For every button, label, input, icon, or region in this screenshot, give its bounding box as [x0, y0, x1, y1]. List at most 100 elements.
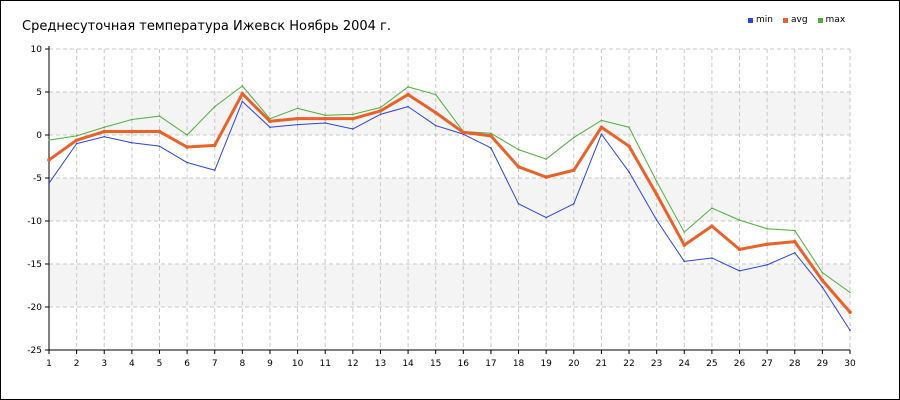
x-tick-label: 27 [761, 359, 772, 369]
data-point-max [407, 86, 409, 88]
legend-swatch-min [748, 17, 753, 23]
data-point-max [766, 227, 768, 230]
data-point-avg [737, 247, 742, 252]
data-point-avg [489, 134, 493, 138]
legend-label-avg: avg [790, 15, 808, 25]
data-point-min [545, 216, 547, 219]
y-tick-label: -25 [27, 346, 42, 356]
y-tick-label: 5 [36, 88, 42, 98]
data-point-avg [406, 92, 410, 97]
data-point-min [103, 135, 106, 138]
data-point-max [379, 106, 382, 109]
data-point-min [793, 252, 796, 254]
legend-item-max: max [817, 15, 846, 25]
data-point-max [434, 93, 437, 96]
y-tick-label: -10 [27, 217, 42, 227]
data-point-min [407, 105, 409, 108]
data-point-min [213, 169, 216, 172]
data-point-min [158, 145, 161, 147]
data-point-avg [516, 165, 521, 169]
data-point-min [48, 182, 50, 184]
x-tick-label: 14 [402, 359, 414, 369]
x-tick-label: 7 [212, 359, 218, 369]
y-tick-label: 0 [36, 131, 42, 141]
data-point-max [572, 136, 575, 139]
data-point-min [655, 219, 658, 221]
data-point-max [628, 126, 630, 129]
data-point-max [158, 115, 161, 117]
x-tick-label: 28 [789, 359, 801, 369]
chart-legend: min avg max [748, 15, 845, 25]
data-point-min [434, 124, 437, 127]
x-tick-label: 20 [568, 359, 580, 369]
x-tick-label: 26 [734, 359, 746, 369]
data-point-avg [599, 125, 604, 130]
data-point-max [48, 139, 50, 141]
x-tick-label: 21 [596, 359, 607, 369]
y-tick-label: -20 [27, 303, 42, 313]
data-point-max [324, 114, 327, 117]
x-tick-label: 18 [513, 359, 525, 369]
data-point-max [241, 85, 244, 87]
data-point-avg [130, 129, 134, 134]
legend-swatch-avg [782, 17, 788, 23]
data-point-avg [792, 239, 797, 244]
data-point-avg [627, 144, 631, 148]
x-tick-label: 22 [623, 359, 634, 369]
data-point-max [490, 132, 492, 135]
series-line-min [48, 100, 851, 331]
data-point-max [793, 229, 796, 232]
data-point-avg [378, 109, 383, 113]
data-point-min [269, 126, 271, 129]
data-point-max [821, 271, 824, 274]
x-tick-label: 30 [844, 359, 856, 369]
data-point-avg [240, 91, 245, 96]
data-point-avg [433, 110, 438, 115]
data-point-min [490, 147, 492, 149]
chart-title: Среднесуточная температура Ижевск Ноябрь… [22, 19, 392, 34]
data-point-max [103, 126, 106, 129]
data-point-avg [654, 192, 659, 197]
data-point-min [324, 122, 327, 124]
legend-label-max: max [825, 15, 846, 25]
data-point-avg [268, 119, 272, 124]
x-tick-label: 12 [347, 359, 358, 369]
data-point-avg [157, 129, 162, 134]
data-point-max [655, 180, 658, 183]
x-tick-label: 19 [540, 359, 552, 369]
data-point-max [213, 105, 216, 108]
data-point-avg [74, 138, 79, 142]
data-point-max [75, 135, 78, 137]
data-point-avg [185, 145, 189, 149]
data-point-min [600, 133, 603, 135]
y-tick-label: -5 [33, 174, 42, 184]
data-point-min [131, 141, 133, 144]
data-point-min [628, 171, 630, 173]
data-point-avg [295, 116, 300, 121]
data-point-min [849, 329, 851, 332]
x-tick-label: 5 [157, 359, 163, 369]
x-tick-label: 9 [267, 359, 273, 369]
grid-band [49, 178, 850, 221]
data-point-max [352, 113, 354, 116]
y-tick-label: 10 [31, 45, 43, 55]
data-point-avg [765, 242, 769, 247]
data-point-avg [351, 116, 355, 121]
data-point-min [711, 257, 713, 259]
data-point-avg [710, 224, 714, 228]
data-point-max [600, 119, 603, 122]
series-line-avg [47, 92, 852, 314]
y-tick-label: -15 [27, 260, 42, 270]
data-point-avg [820, 278, 825, 283]
data-point-avg [682, 243, 687, 247]
x-tick-label: 8 [239, 359, 245, 369]
data-point-min [75, 142, 78, 145]
data-point-min [683, 260, 686, 263]
x-tick-label: 1 [46, 359, 52, 369]
x-tick-label: 13 [375, 359, 386, 369]
data-point-max [296, 107, 299, 110]
x-tick-label: 6 [184, 359, 190, 369]
data-point-max [545, 158, 547, 160]
data-point-min [186, 161, 188, 164]
